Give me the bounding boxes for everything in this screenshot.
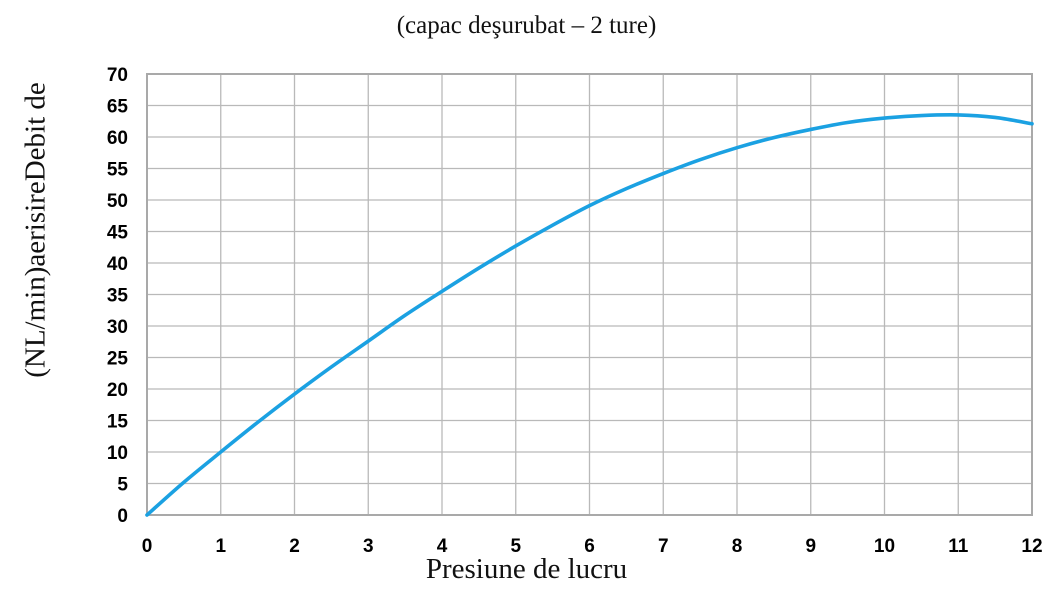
x-axis-label: Presiune de lucru [425,553,628,585]
x-tick-label: 3 [363,536,374,557]
x-tick-label: 12 [1021,536,1042,557]
x-tick-label: 5 [510,536,521,557]
chart-subtitle: (capac deşurubat – 2 ture) [396,12,657,39]
y-tick-label: 60 [107,128,128,149]
series-layer [145,113,1034,517]
x-tick-label: 8 [732,536,743,557]
plot-frame [146,73,1033,516]
x-tick-label: 1 [215,536,226,557]
y-tick-label: 40 [107,254,128,275]
y-axis-ticks: 0 5 10 15 20 25 30 35 40 45 50 55 60 65 70 [107,65,129,527]
y-tick-label: 35 [107,286,129,307]
x-tick-label: 2 [289,536,300,557]
x-tick-label: 7 [658,536,669,557]
x-tick-label: 10 [874,536,895,557]
y-tick-label: 70 [107,65,128,86]
y-tick-label: 65 [107,97,129,118]
y-tick-label: 25 [107,349,129,370]
x-tick-label: 11 [948,536,969,557]
y-tick-label: 30 [107,317,128,338]
y-tick-label: 55 [107,160,129,181]
x-tick-label: 0 [142,536,153,557]
plot-border [146,73,1033,516]
y-tick-label: 0 [117,506,128,527]
y-tick-label: 50 [107,191,128,212]
y-tick-label: 20 [107,380,128,401]
series-line [145,113,1034,517]
x-tick-label: 9 [805,536,816,557]
x-tick-label: 6 [584,536,595,557]
y-tick-label: 15 [107,412,129,433]
y-tick-label: 10 [107,443,128,464]
grid [146,73,1033,516]
x-axis-ticks: 0 1 2 3 4 5 6 7 8 9 10 11 12 [142,536,1043,557]
y-tick-label: 45 [107,223,129,244]
y-tick-label: 5 [117,475,128,496]
x-tick-label: 4 [437,536,448,557]
